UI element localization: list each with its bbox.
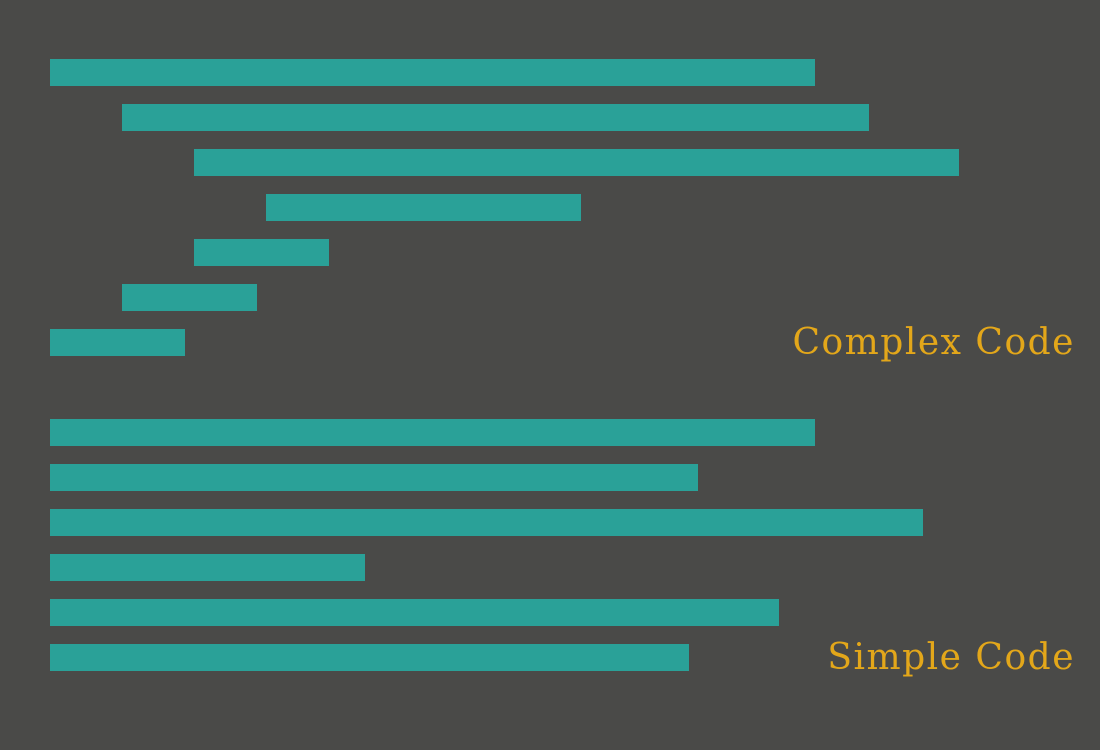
simple-code-line-4 <box>50 554 365 581</box>
simple-code-line-3 <box>50 509 923 536</box>
complex-code-label: Complex Code <box>792 322 1075 363</box>
complex-code-line-7 <box>50 329 185 356</box>
complex-code-line-1 <box>50 59 815 86</box>
simple-code-line-1 <box>50 419 815 446</box>
complex-code-line-4 <box>266 194 581 221</box>
simple-code-line-5 <box>50 599 779 626</box>
complex-code-line-2 <box>122 104 869 131</box>
simple-code-line-6 <box>50 644 689 671</box>
complex-code-line-3 <box>194 149 959 176</box>
simple-code-line-2 <box>50 464 698 491</box>
complex-code-line-5 <box>194 239 329 266</box>
complex-code-line-6 <box>122 284 257 311</box>
simple-code-label: Simple Code <box>827 637 1075 678</box>
